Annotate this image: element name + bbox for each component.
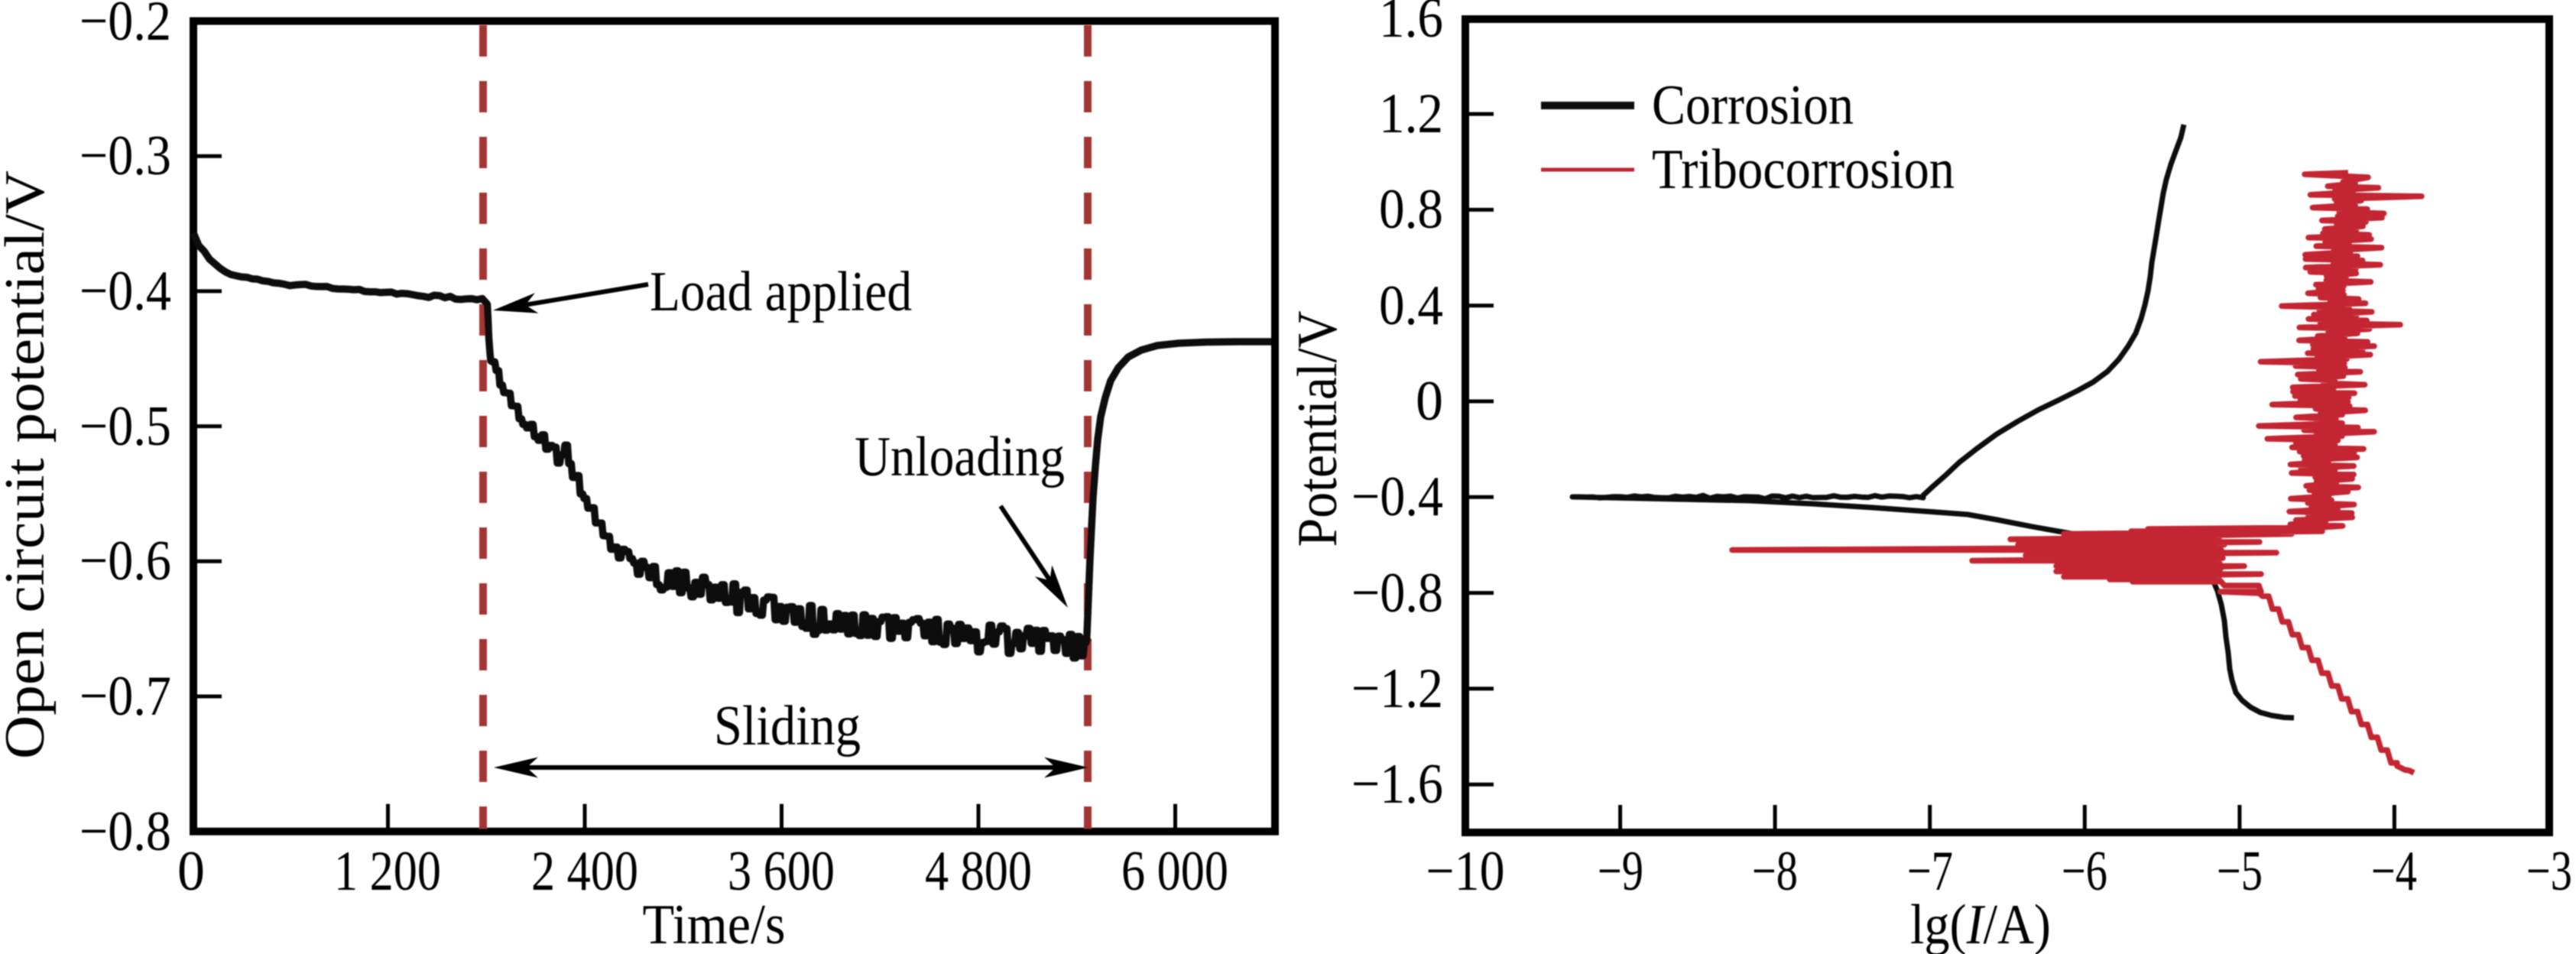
svg-text:−10: −10 bbox=[1426, 840, 1505, 903]
svg-text:−0.7: −0.7 bbox=[79, 665, 171, 728]
svg-text:−0.8: −0.8 bbox=[1351, 562, 1443, 625]
svg-text:−1.2: −1.2 bbox=[1351, 657, 1443, 720]
svg-text:Unloading: Unloading bbox=[855, 426, 1065, 488]
svg-text:−6: −6 bbox=[2062, 840, 2107, 903]
svg-text:−0.3: −0.3 bbox=[79, 125, 171, 187]
svg-text:Sliding: Sliding bbox=[714, 695, 861, 758]
svg-text:0: 0 bbox=[1416, 370, 1443, 433]
svg-text:1.6: 1.6 bbox=[1379, 0, 1443, 50]
svg-text:1.2: 1.2 bbox=[1379, 83, 1443, 145]
svg-text:Time/s: Time/s bbox=[643, 894, 786, 954]
svg-text:1 200: 1 200 bbox=[334, 840, 441, 903]
svg-text:−1.6: −1.6 bbox=[1351, 753, 1443, 816]
svg-text:−0.2: −0.2 bbox=[79, 0, 171, 53]
svg-text:Corrosion: Corrosion bbox=[1652, 74, 1854, 137]
svg-text:−5: −5 bbox=[2217, 840, 2263, 903]
svg-text:Load applied: Load applied bbox=[650, 261, 912, 323]
svg-text:−0.5: −0.5 bbox=[79, 395, 171, 458]
svg-text:−0.4: −0.4 bbox=[79, 260, 171, 323]
svg-text:4 800: 4 800 bbox=[925, 840, 1032, 903]
svg-text:−0.8: −0.8 bbox=[79, 800, 171, 863]
svg-text:−0.6: −0.6 bbox=[79, 530, 171, 592]
svg-text:0.8: 0.8 bbox=[1379, 178, 1443, 241]
svg-text:Potential/V: Potential/V bbox=[1286, 311, 1349, 547]
svg-text:0: 0 bbox=[177, 840, 205, 903]
svg-text:2 400: 2 400 bbox=[531, 840, 638, 903]
svg-text:Tribocorrosion: Tribocorrosion bbox=[1652, 138, 1955, 201]
svg-text:0.4: 0.4 bbox=[1379, 274, 1443, 337]
svg-text:−8: −8 bbox=[1752, 840, 1798, 903]
svg-text:−0.4: −0.4 bbox=[1351, 466, 1443, 528]
svg-text:3 600: 3 600 bbox=[728, 840, 835, 903]
svg-text:−4: −4 bbox=[2371, 840, 2417, 903]
svg-text:6 000: 6 000 bbox=[1121, 840, 1228, 903]
svg-text:−9: −9 bbox=[1598, 840, 1643, 903]
svg-text:Open circuit potential/V: Open circuit potential/V bbox=[0, 170, 57, 759]
svg-text:−3: −3 bbox=[2526, 840, 2572, 903]
svg-text:lg(I/A): lg(I/A) bbox=[1910, 894, 2051, 954]
svg-text:−7: −7 bbox=[1907, 840, 1953, 903]
